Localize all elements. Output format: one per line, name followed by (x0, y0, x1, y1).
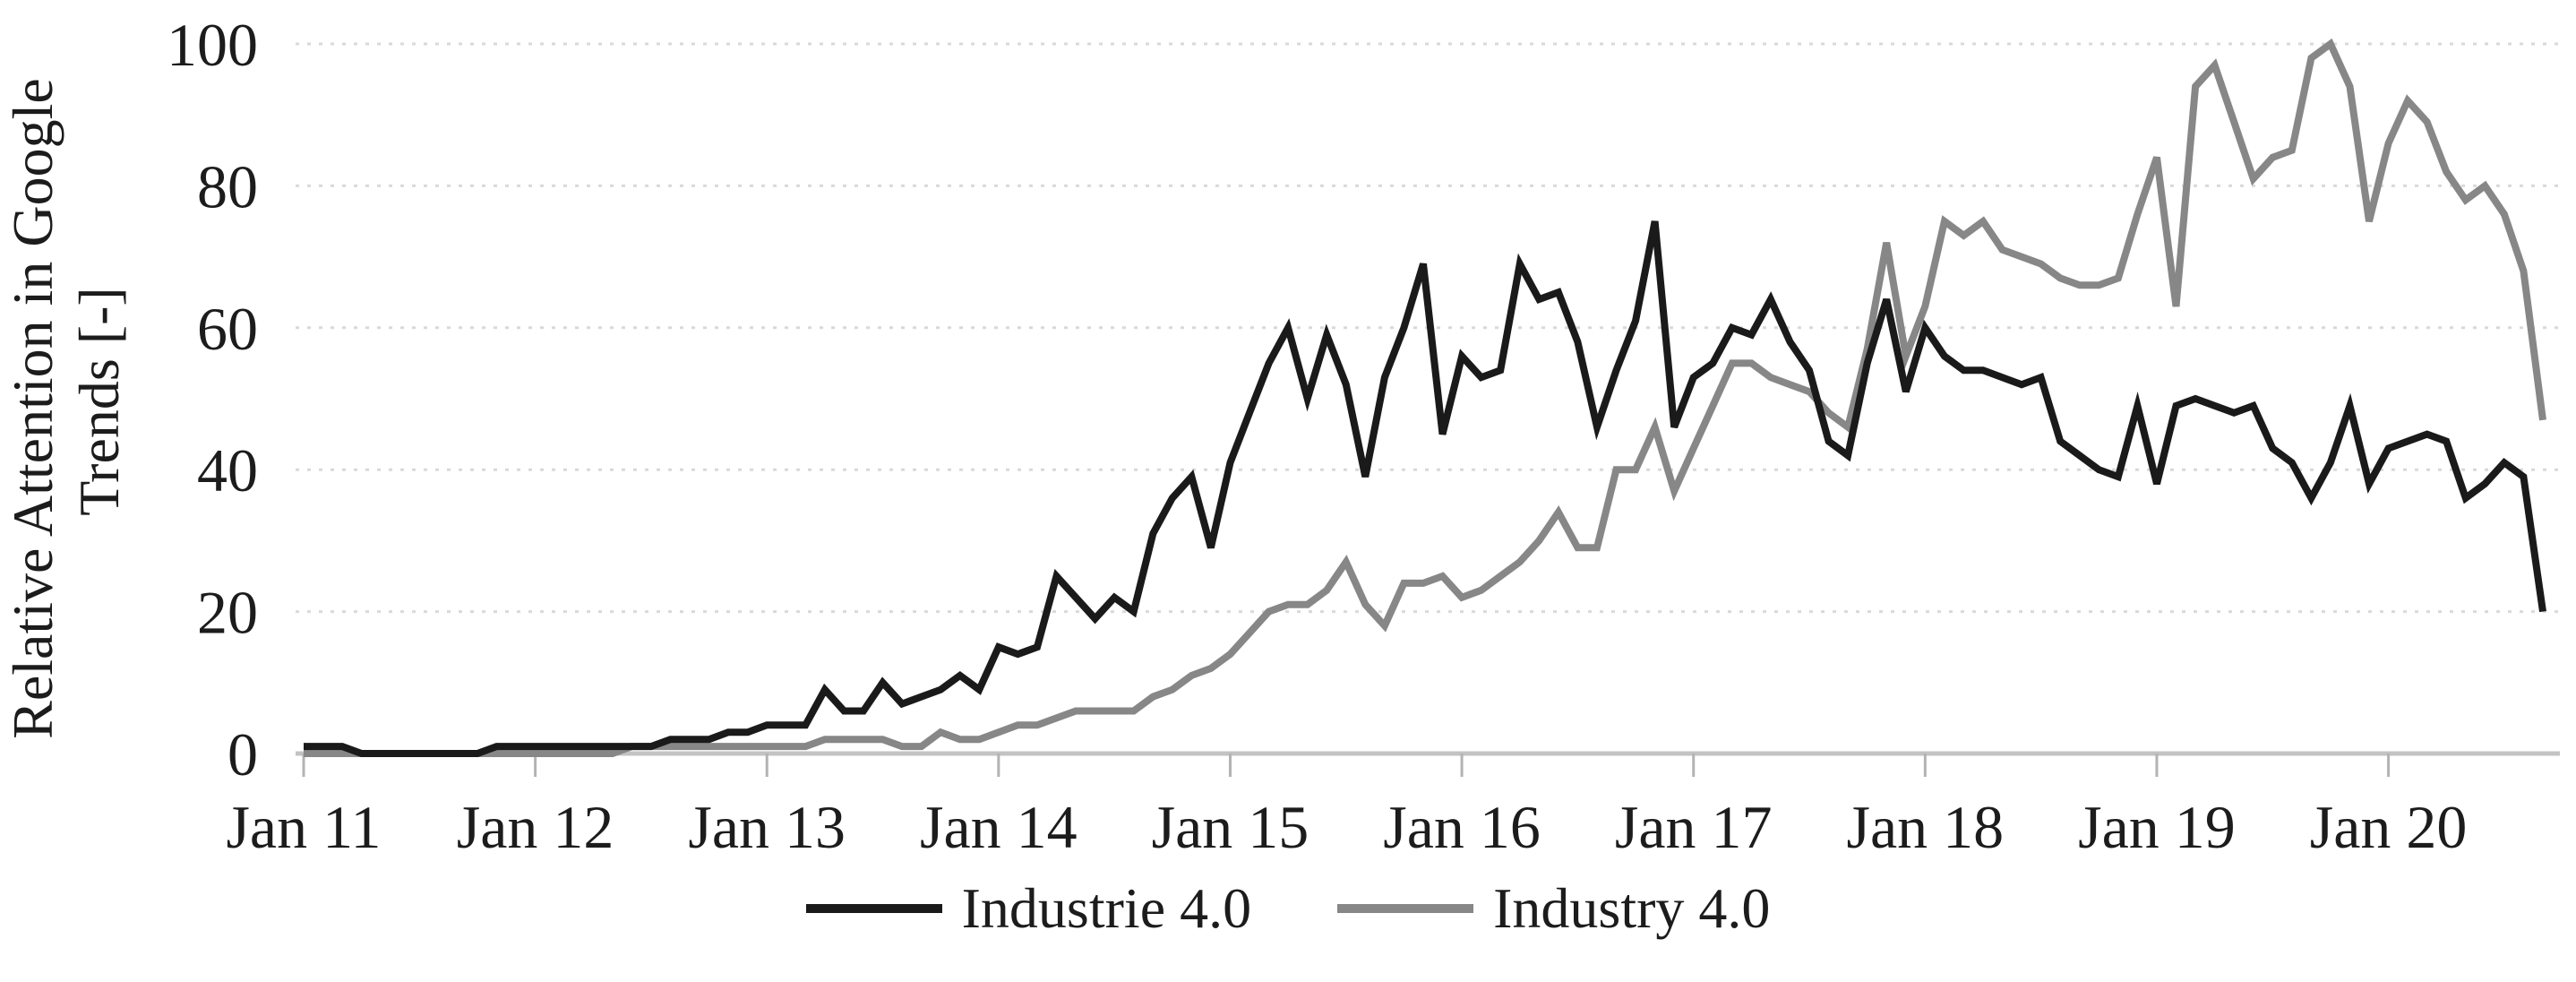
x-tick-label-jan-14: Jan 14 (920, 793, 1078, 861)
x-tick-label-jan-12: Jan 12 (457, 793, 614, 861)
x-tick-label-jan-15: Jan 15 (1152, 793, 1309, 861)
x-tick-label-jan-13: Jan 13 (688, 793, 846, 861)
x-tick-label-jan-19: Jan 19 (2078, 793, 2236, 861)
y-tick-label-100: 100 (167, 11, 258, 79)
legend-label: Industrie 4.0 (961, 876, 1252, 940)
y-tick-label-0: 0 (228, 720, 258, 788)
x-tick-label-jan-20: Jan 20 (2310, 793, 2468, 861)
industrie-line-swatch (805, 904, 942, 913)
legend-item-industrie-4-0: Industrie 4.0 (805, 876, 1252, 940)
x-tick-label-jan-11: Jan 11 (226, 793, 381, 861)
chart-legend: Industrie 4.0 Industry 4.0 (0, 880, 2576, 937)
y-tick-label-20: 20 (197, 579, 258, 647)
legend-item-industry-4-0: Industry 4.0 (1337, 880, 1770, 937)
industrie-4-0-line (304, 220, 2546, 757)
y-tick-label-80: 80 (197, 152, 258, 220)
industry-4-0-line (304, 38, 2546, 757)
y-axis-title: Relative Attention in Google Trends [-] (1, 64, 131, 739)
x-axis-tick-labels: Jan 11 Jan 12 Jan 13 Jan 14 Jan 15 Jan 16 Jan … (226, 793, 2467, 861)
industry-line-swatch (1337, 904, 1474, 913)
y-tick-label-60: 60 (197, 295, 258, 363)
y-tick-label-40: 40 (197, 436, 258, 504)
x-tick-label-jan-17: Jan 17 (1615, 793, 1773, 861)
x-tick-label-jan-18: Jan 18 (1847, 793, 2005, 861)
legend-label: Industry 4.0 (1493, 876, 1771, 940)
x-tick-label-jan-16: Jan 16 (1383, 793, 1541, 861)
x-axis (296, 751, 2560, 777)
y-axis-tick-labels: 0 20 40 60 80 100 (167, 11, 258, 788)
